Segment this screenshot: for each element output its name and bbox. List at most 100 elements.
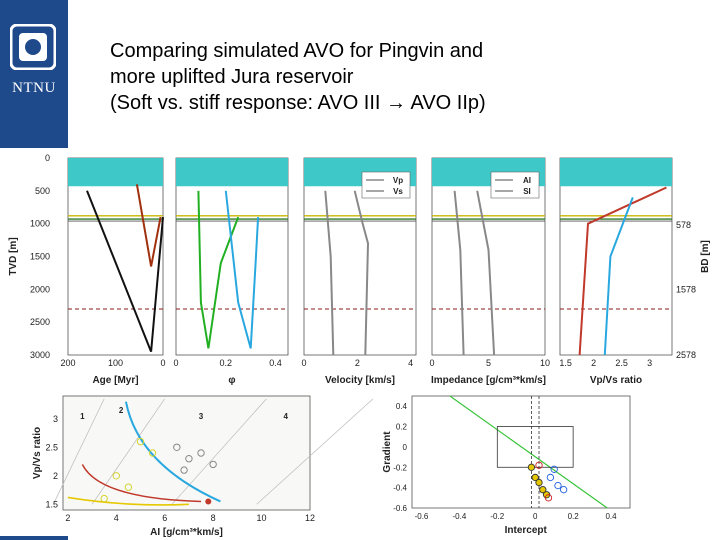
series-line-black-1 <box>86 190 153 353</box>
x-tick-label: 0.4 <box>269 358 282 368</box>
logo-text: NTNU <box>12 80 56 96</box>
x-tick-label: 0.2 <box>220 358 233 368</box>
legend-label: Vs <box>393 187 403 196</box>
rpt-point-log <box>173 443 181 451</box>
x-tick-label: 0 <box>301 358 306 368</box>
rpt-y-tick-label: 1.5 <box>45 499 58 509</box>
avo-x-tick-label: 0.2 <box>568 512 580 521</box>
panel-frame <box>559 157 673 356</box>
avo-x-tick-label: 0 <box>533 512 538 521</box>
y2-tick-label: 1578 <box>676 284 696 294</box>
avo-point-yellow <box>527 463 536 471</box>
avo-y-tick-label: -0.2 <box>393 463 407 472</box>
rpt-guide-line <box>171 398 267 505</box>
series-line-SI <box>453 190 465 356</box>
rpt-point-log <box>185 455 193 463</box>
avo-x-tick-label: 0.4 <box>605 512 617 521</box>
rpt-annotation: 4 <box>284 412 289 421</box>
series-line-brown <box>135 184 162 267</box>
legend-label: SI <box>523 187 531 196</box>
legend-box <box>361 171 411 199</box>
rpt-annotation: 2 <box>119 406 124 415</box>
avo-point-blue <box>554 481 562 490</box>
x-axis-label: Age [Myr] <box>92 375 138 386</box>
panel-frame <box>67 157 164 356</box>
rpt-point-marker <box>205 498 212 505</box>
avo-y-tick-label: -0.6 <box>393 504 407 513</box>
slide-title: Comparing simulated AVO for Pingvin and … <box>110 38 710 116</box>
avo-x-axis-label: Intercept <box>505 525 548 536</box>
rpt-point-yellow <box>112 472 120 480</box>
x-axis-label: φ <box>228 375 235 386</box>
title-line-2: more uplifted Jura reservoir <box>110 66 354 88</box>
rpt-curve-blue <box>124 401 221 503</box>
series-line-blue <box>224 190 260 349</box>
rpt-x-tick-label: 6 <box>162 513 167 523</box>
series-line-red <box>578 186 667 356</box>
series-line-black-2 <box>150 217 164 352</box>
panel-frame <box>175 157 289 356</box>
rpt-y-axis-label: Vp/Vs ratio <box>32 427 43 479</box>
y-tick-label: 2000 <box>30 284 50 294</box>
y-tick-label: 1500 <box>30 252 50 262</box>
avo-point-blue <box>560 486 568 494</box>
overburden-band <box>560 158 672 187</box>
rpt-x-tick-label: 2 <box>65 513 70 523</box>
x-tick-label: 2 <box>591 358 596 368</box>
y2-axis-label: BD [m] <box>700 240 711 273</box>
avo-point-blue <box>550 465 558 473</box>
rpt-annotation: 3 <box>199 412 204 421</box>
avo-box <box>496 426 574 468</box>
rpt-x-axis-label: AI [g/cm³*km/s] <box>150 527 223 538</box>
avo-frame <box>411 395 631 509</box>
avo-y-tick-label: 0 <box>403 443 408 452</box>
avo-trend-line <box>449 395 608 509</box>
rpt-point-log <box>180 466 188 474</box>
series-line-blue <box>603 197 634 356</box>
x-axis-label: Vp/Vs ratio <box>590 375 642 386</box>
rpt-point-log <box>209 460 217 469</box>
rpt-curve-red <box>81 464 202 503</box>
avo-point-yellow <box>531 473 539 482</box>
rpt-guide-line <box>52 398 105 505</box>
x-tick-label: 1.5 <box>559 358 572 368</box>
overburden-band <box>68 158 163 187</box>
y-tick-label: 2500 <box>30 317 50 327</box>
y-tick-label: 0 <box>45 153 50 163</box>
x-axis-label: Impedance [g/cm³*km/s] <box>431 375 546 386</box>
x-tick-label: 100 <box>108 358 123 368</box>
rpt-x-tick-label: 12 <box>305 513 315 523</box>
avo-y-tick-label: 0.4 <box>396 402 408 411</box>
rpt-point-yellow <box>148 449 157 457</box>
avo-point-red <box>535 461 543 469</box>
legend-label: AI <box>523 176 531 185</box>
avo-point-blue <box>546 473 555 482</box>
series-line-Vp <box>353 190 370 356</box>
y-tick-label: 500 <box>35 186 50 196</box>
x-axis-label: Velocity [km/s] <box>325 375 395 386</box>
rpt-curve-yellow <box>67 496 189 506</box>
x-tick-label: 200 <box>60 358 75 368</box>
legend-box <box>490 171 540 199</box>
x-tick-label: 0 <box>160 358 165 368</box>
series-line-AI <box>476 190 496 356</box>
rpt-x-tick-label: 10 <box>257 513 267 523</box>
rpt-x-tick-label: 4 <box>114 513 119 523</box>
rpt-annotation: 1 <box>80 412 85 421</box>
x-tick-label: 0 <box>173 358 178 368</box>
legend-label: Vp <box>393 176 403 185</box>
x-tick-label: 2.5 <box>615 358 628 368</box>
rpt-guide-line <box>91 398 165 505</box>
x-tick-label: 10 <box>540 358 550 368</box>
brand-sidebar: NTNU <box>0 0 68 148</box>
rpt-y-tick-label: 2 <box>53 471 58 481</box>
y2-tick-label: 2578 <box>676 350 696 360</box>
rpt-point-yellow <box>124 483 133 491</box>
avo-x-tick-label: -0.6 <box>415 512 429 521</box>
y-axis-label: TVD [m] <box>8 237 19 275</box>
series-line-Vs <box>324 190 335 356</box>
rpt-point-yellow <box>100 494 108 503</box>
avo-x-tick-label: -0.2 <box>490 512 504 521</box>
x-tick-label: 0 <box>429 358 434 368</box>
